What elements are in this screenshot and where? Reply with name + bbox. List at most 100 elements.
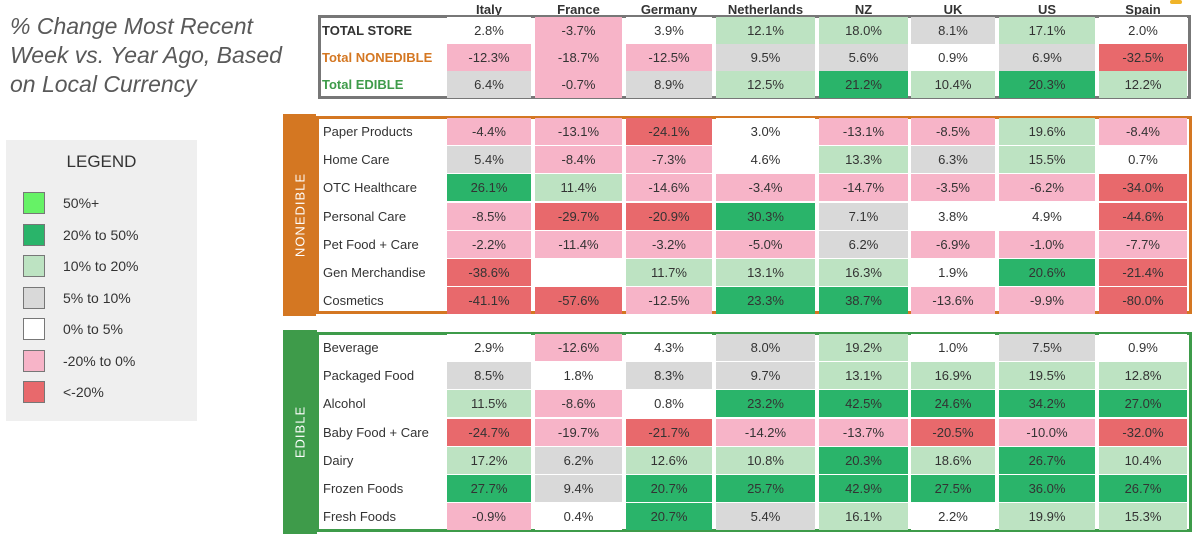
data-cell: 0.8% [626, 390, 712, 418]
row-label: Personal Care [323, 208, 407, 224]
legend-swatch [23, 286, 45, 309]
data-cell: 6.3% [911, 146, 995, 174]
data-cell: 4.9% [999, 202, 1095, 230]
data-cell: -80.0% [1099, 287, 1187, 315]
data-cell: 12.1% [716, 17, 815, 44]
data-cell: 16.9% [911, 362, 995, 390]
row-label: Total EDIBLE [322, 77, 404, 92]
row-label: Baby Food + Care [323, 424, 429, 440]
data-cell: 10.4% [1099, 446, 1187, 474]
data-cell: -38.6% [447, 259, 531, 286]
data-cell: 12.5% [716, 71, 815, 98]
data-cell: 42.9% [819, 475, 908, 502]
data-cell: 12.8% [1099, 362, 1187, 390]
data-cell: 15.3% [1099, 503, 1187, 531]
data-cell: -24.7% [447, 418, 531, 446]
data-cell: 0.7% [1099, 146, 1187, 174]
data-cell: -44.6% [1099, 202, 1187, 230]
data-cell: -8.5% [447, 202, 531, 230]
data-cell: 19.6% [999, 118, 1095, 145]
data-cell: -41.1% [447, 287, 531, 315]
legend-label: 5% to 10% [63, 289, 131, 306]
data-cell: 34.2% [999, 390, 1095, 418]
column-header: France [557, 2, 600, 17]
data-cell: -9.9% [999, 287, 1095, 315]
data-cell: 16.1% [819, 503, 908, 531]
data-cell: 11.4% [535, 174, 622, 202]
data-cell: 0.4% [535, 503, 622, 531]
data-cell: 1.0% [911, 334, 995, 361]
data-cell: -13.6% [911, 287, 995, 315]
row-label: Paper Products [323, 124, 413, 139]
data-cell: -18.7% [535, 44, 622, 71]
data-cell: 2.0% [1099, 17, 1187, 44]
data-cell: 20.3% [819, 446, 908, 474]
legend-swatch [23, 349, 45, 372]
data-cell: -8.5% [911, 118, 995, 145]
data-cell: 2.9% [447, 334, 531, 361]
data-cell: -5.0% [716, 230, 815, 258]
data-cell: 0.9% [911, 44, 995, 71]
data-cell: -3.5% [911, 174, 995, 202]
group-tab: EDIBLE [283, 330, 317, 534]
data-cell: 6.4% [447, 71, 531, 98]
data-cell: -0.9% [447, 503, 531, 531]
data-cell: -21.4% [1099, 259, 1187, 286]
data-cell [535, 259, 622, 286]
data-cell: 23.2% [716, 390, 815, 418]
data-cell: 30.3% [716, 202, 815, 230]
row-label: Alcohol [323, 396, 366, 412]
row-label: Gen Merchandise [323, 265, 426, 280]
data-cell: 26.7% [999, 446, 1095, 474]
data-cell: -7.7% [1099, 230, 1187, 258]
row-label: OTC Healthcare [323, 180, 417, 196]
data-cell: -11.4% [535, 230, 622, 258]
group-label: EDIBLE [292, 405, 308, 459]
data-cell: 10.8% [716, 446, 815, 474]
data-cell: 1.8% [535, 362, 622, 390]
data-cell: 8.1% [911, 17, 995, 44]
row-label: TOTAL STORE [322, 23, 413, 38]
legend-label: 0% to 5% [63, 321, 123, 337]
data-cell: 11.7% [626, 259, 712, 286]
column-header: NZ [854, 2, 873, 17]
data-cell: -20.5% [911, 418, 995, 446]
row-label: Beverage [323, 340, 379, 355]
legend-label: -20% to 0% [63, 352, 136, 369]
data-cell: 11.5% [447, 390, 531, 418]
data-cell: -34.0% [1099, 174, 1187, 202]
data-cell: 38.7% [819, 287, 908, 315]
data-cell: 17.2% [447, 446, 531, 474]
data-cell: 23.3% [716, 287, 815, 315]
data-cell: -32.0% [1099, 418, 1187, 446]
data-cell: -3.4% [716, 174, 815, 202]
data-cell: 27.7% [447, 475, 531, 502]
data-cell: -10.0% [999, 418, 1095, 446]
data-cell: 7.5% [999, 334, 1095, 361]
data-cell: -14.6% [626, 174, 712, 202]
data-cell: 3.0% [716, 118, 815, 145]
data-cell: -12.3% [447, 44, 531, 71]
data-cell: -4.4% [447, 118, 531, 145]
data-cell: 8.5% [447, 362, 531, 390]
row-label: Home Care [323, 152, 390, 168]
data-cell: -13.7% [819, 418, 908, 446]
data-cell: 27.5% [911, 475, 995, 502]
data-cell: -0.7% [535, 71, 622, 98]
data-cell: 15.5% [999, 146, 1095, 174]
column-header: Germany [640, 2, 698, 17]
legend-swatch [23, 318, 45, 340]
row-label: Cosmetics [323, 293, 384, 309]
data-cell: -3.2% [626, 230, 712, 258]
data-cell: -8.4% [1099, 118, 1187, 145]
data-cell: -13.1% [535, 118, 622, 145]
legend-label: 10% to 20% [63, 258, 139, 274]
legend-swatch [23, 223, 45, 246]
data-cell: -20.9% [626, 202, 712, 230]
data-cell: 18.0% [819, 17, 908, 44]
data-cell: -2.2% [447, 230, 531, 258]
group-label: NONEDIBLE [292, 172, 307, 258]
data-cell: 10.4% [911, 71, 995, 98]
column-header: Netherlands [727, 2, 804, 17]
data-cell: 25.7% [716, 475, 815, 502]
